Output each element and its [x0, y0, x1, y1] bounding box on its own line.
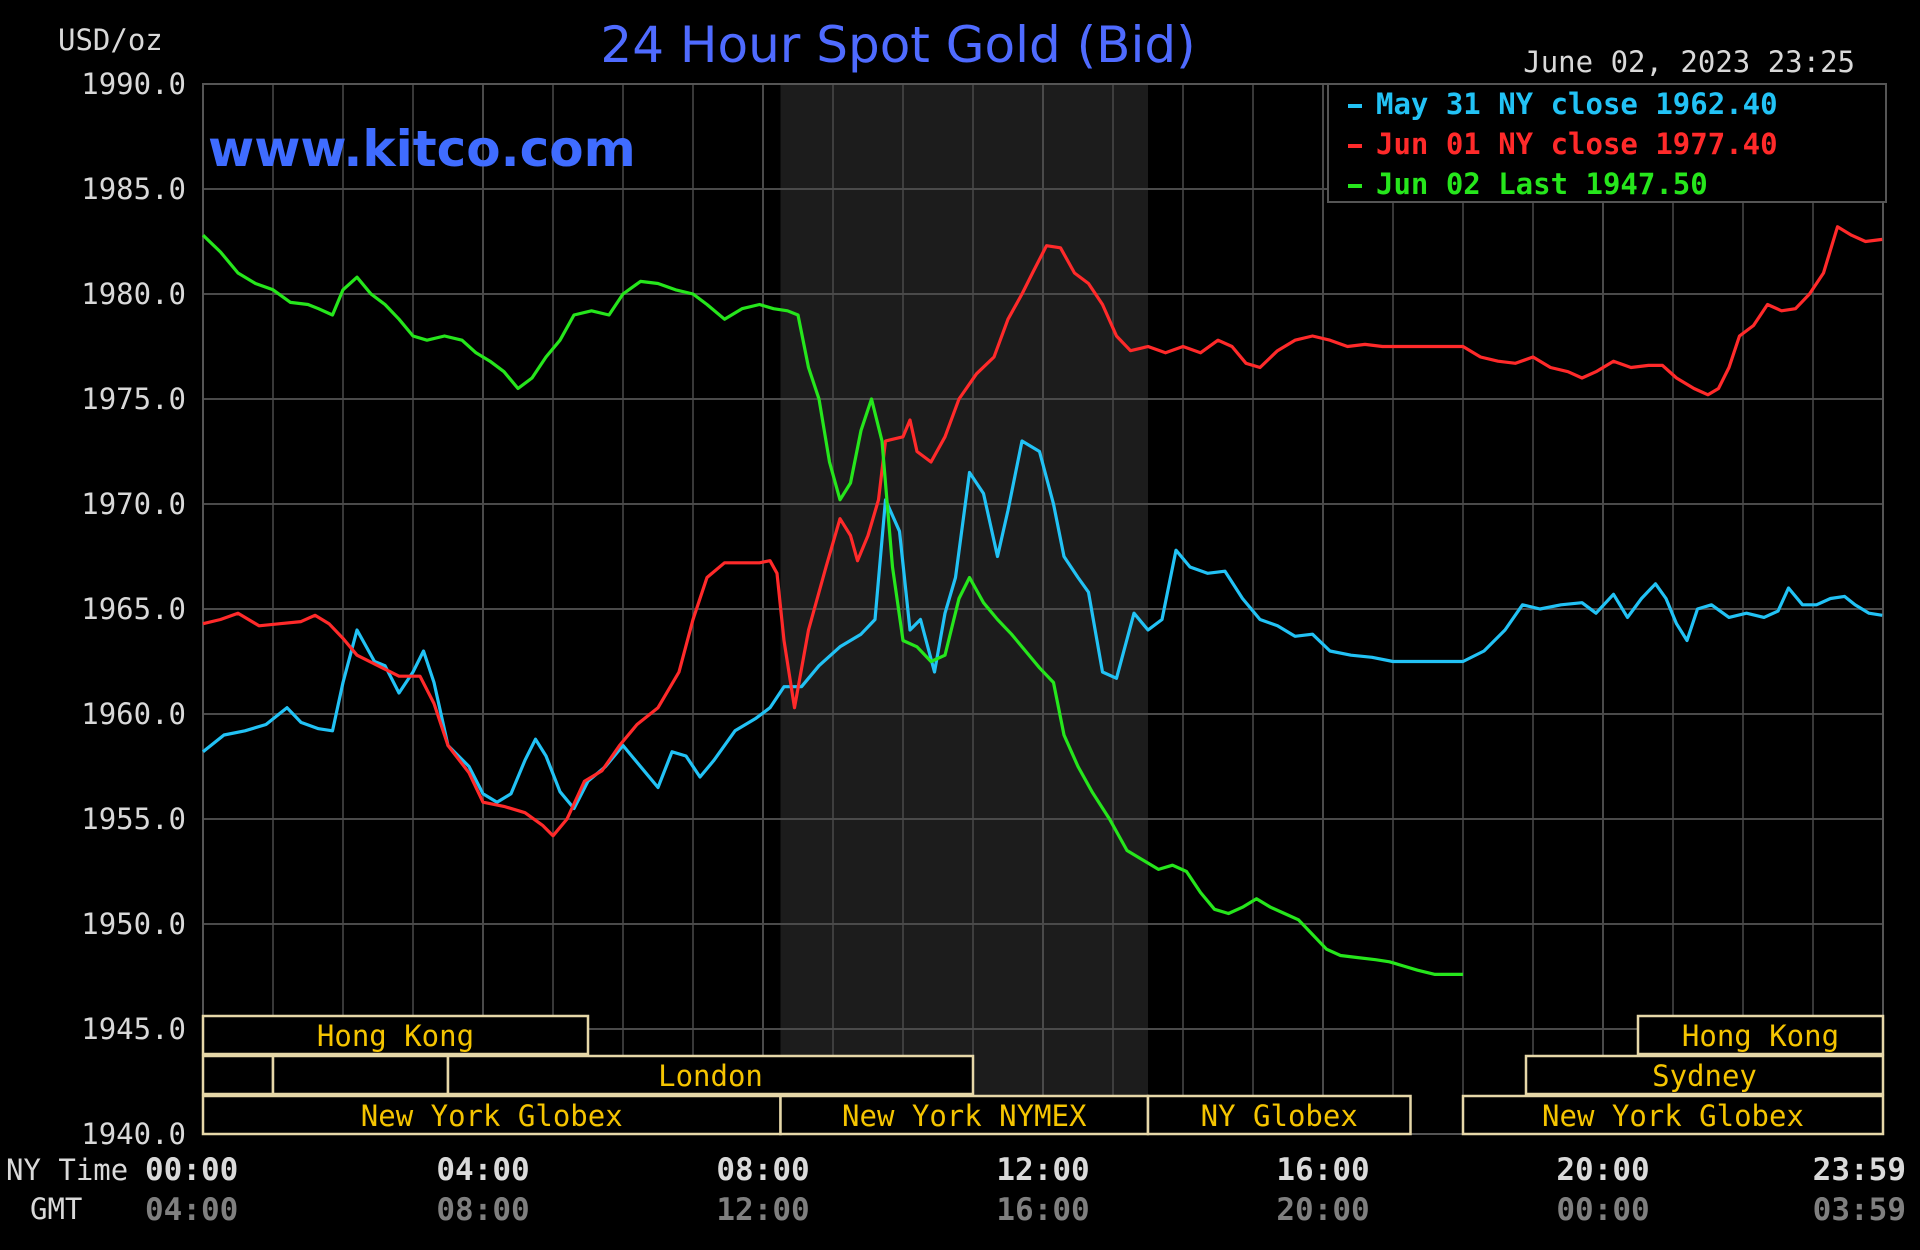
gmt-time-tick: 08:00 — [436, 1192, 529, 1228]
gmt-time-tick: 03:59 — [1813, 1192, 1906, 1228]
gmt-label: GMT — [30, 1192, 82, 1226]
legend-entry: Jun 01 NY close 1977.40 — [1376, 127, 1778, 161]
ny-time-tick: 20:00 — [1556, 1152, 1649, 1188]
y-tick-label: 1965.0 — [81, 592, 186, 626]
y-tick-label: 1945.0 — [81, 1012, 186, 1046]
market-sessions: Hong Kong Hong Kong London Sydney New York G… — [201, 1014, 1885, 1136]
series-line-1 — [202, 225, 1883, 838]
session-label: Hong Kong — [1682, 1019, 1839, 1053]
ny-time-label: NY Time — [6, 1153, 128, 1187]
ny-time-tick: 23:59 — [1813, 1152, 1906, 1188]
session-label: Hong Kong — [317, 1019, 474, 1053]
y-tick-label: 1950.0 — [81, 907, 186, 941]
gmt-time-tick: 00:00 — [1556, 1192, 1649, 1228]
session-bar — [446, 1054, 975, 1096]
session-label: London — [658, 1059, 763, 1093]
y-tick-label: 1990.0 — [81, 67, 186, 101]
grid-lines — [203, 83, 1883, 1135]
session-label: New York Globex — [1542, 1099, 1804, 1133]
y-tick-label: 1970.0 — [81, 487, 186, 521]
y-tick-label: 1975.0 — [81, 382, 186, 416]
y-tick-label: 1960.0 — [81, 697, 186, 731]
legend-box — [1327, 83, 1887, 203]
legend-swatch — [1348, 184, 1362, 188]
gmt-time-tick: 16:00 — [996, 1192, 1089, 1228]
site-watermark: www.kitco.com — [208, 120, 636, 178]
price-series — [201, 225, 1883, 976]
y-tick-label: 1980.0 — [81, 277, 186, 311]
gmt-time-tick: 04:00 — [145, 1192, 238, 1228]
y-tick-label: 1955.0 — [81, 802, 186, 836]
ny-time-tick: 12:00 — [996, 1152, 1089, 1188]
gmt-time-tick: 20:00 — [1276, 1192, 1369, 1228]
session-label: Sydney — [1652, 1059, 1757, 1093]
ny-time-tick: 16:00 — [1276, 1152, 1369, 1188]
ny-time-tick: 00:00 — [145, 1152, 238, 1188]
ny-time-tick: 04:00 — [436, 1152, 529, 1188]
legend-entry: May 31 NY close 1962.40 — [1376, 87, 1778, 121]
y-tick-label: 1940.0 — [81, 1117, 186, 1151]
y-tick-label: 1985.0 — [81, 172, 186, 206]
session-bar — [1524, 1054, 1885, 1096]
session-label: New York NYMEX — [842, 1099, 1087, 1133]
series-line-0 — [202, 439, 1883, 811]
session-bar — [201, 1014, 590, 1056]
session-label: New York Globex — [361, 1099, 623, 1133]
gmt-time-tick: 12:00 — [716, 1192, 809, 1228]
session-label: NY Globex — [1201, 1099, 1358, 1133]
x-axis-ticks: 00:00 04:00 08:00 12:00 16:00 20:00 23:59 04:00… — [145, 1152, 1906, 1228]
legend: May 31 NY close 1962.40 Jun 01 NY close 1… — [1327, 83, 1887, 203]
session-bar — [779, 1094, 1150, 1136]
session-bar — [1146, 1094, 1412, 1136]
unit-label: USD/oz — [58, 23, 163, 57]
ny-time-tick: 08:00 — [716, 1152, 809, 1188]
series-line-2 — [201, 234, 1463, 976]
chart-title: 24 Hour Spot Gold (Bid) — [600, 16, 1195, 74]
datetime-stamp: June 02, 2023 23:25 — [1523, 45, 1855, 79]
legend-swatch — [1348, 144, 1362, 148]
session-bar — [271, 1054, 450, 1096]
session-bar — [201, 1054, 275, 1096]
session-bar — [1636, 1014, 1885, 1056]
session-bar — [201, 1094, 782, 1136]
legend-swatch — [1348, 104, 1362, 108]
legend-entry: Jun 02 Last 1947.50 — [1376, 167, 1708, 201]
y-axis-ticks: 1990.0 1985.0 1980.0 1975.0 1970.0 1965.0 1960… — [81, 67, 186, 1151]
session-bar — [1461, 1094, 1885, 1136]
